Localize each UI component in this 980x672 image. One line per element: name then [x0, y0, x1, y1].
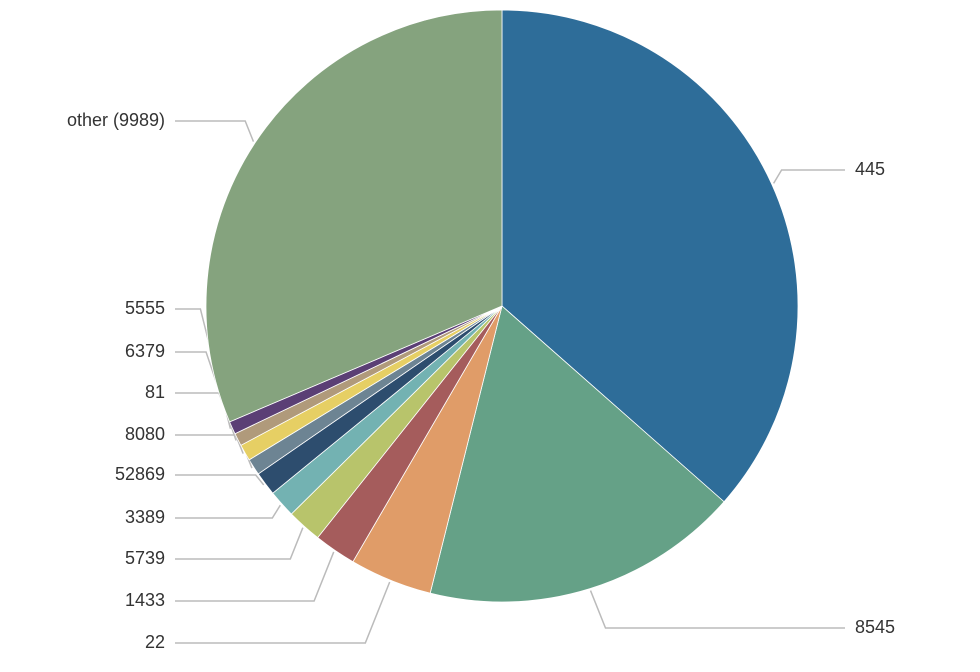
pie-slice — [501, 9, 799, 503]
leader-line — [175, 474, 265, 486]
pie-slice — [205, 9, 503, 423]
slice-label: 5555 — [125, 298, 165, 318]
leader-line — [175, 551, 335, 602]
slice-label: 8080 — [125, 424, 165, 444]
leader-line — [175, 504, 281, 519]
slice-label: 445 — [855, 159, 885, 179]
slice-label: 52869 — [115, 464, 165, 484]
slice-label: other (9989) — [67, 110, 165, 130]
slice-label: 1433 — [125, 590, 165, 610]
slice-label: 8545 — [855, 617, 895, 637]
leader-line — [175, 581, 391, 644]
slice-label: 5739 — [125, 548, 165, 568]
slice-label: 3389 — [125, 507, 165, 527]
pie-slice — [429, 305, 725, 603]
leader-line — [175, 527, 304, 560]
leader-line — [772, 169, 845, 184]
slice-label: 6379 — [125, 341, 165, 361]
slice-label: 22 — [145, 632, 165, 652]
leader-line — [589, 590, 845, 629]
leader-line — [175, 120, 255, 142]
slice-label: 81 — [145, 382, 165, 402]
